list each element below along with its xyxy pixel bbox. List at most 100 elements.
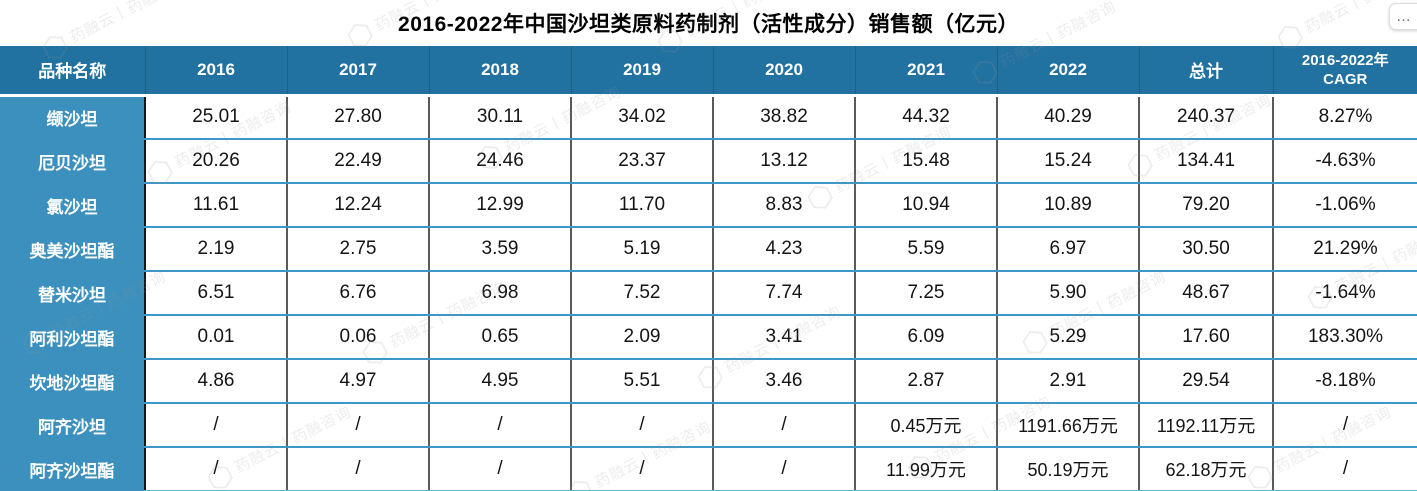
cell: 40.29 (996, 95, 1139, 140)
cell: 5.29 (996, 315, 1139, 360)
cell: 17.60 (1138, 315, 1273, 360)
cell: / (428, 447, 571, 491)
cell: 34.02 (570, 95, 713, 140)
table-row-telmisartan: 替米沙坦 6.51 6.76 6.98 7.52 7.74 7.25 5.90 … (0, 271, 1417, 316)
cell: / (286, 403, 429, 448)
cell: 48.67 (1138, 271, 1273, 316)
cell: 11.99万元 (854, 447, 997, 491)
cell: 23.37 (570, 139, 713, 184)
cell: 1191.66万元 (996, 403, 1139, 448)
row-label: 厄贝沙坦 (0, 139, 145, 183)
header-total: 总计 (1139, 46, 1274, 97)
cell: / (144, 403, 287, 448)
header-cagr: 2016-2022年 CAGR (1273, 46, 1417, 97)
cell: 134.41 (1138, 139, 1273, 184)
row-label: 坎地沙坦酯 (0, 359, 145, 403)
cell: 8.83 (712, 183, 855, 228)
cell: / (428, 403, 571, 448)
cell: 5.19 (570, 227, 713, 272)
cell: 30.11 (428, 95, 571, 140)
cell: 21.29% (1272, 227, 1417, 272)
table-row-valsartan: 缬沙坦 25.01 27.80 30.11 34.02 38.82 44.32 … (0, 95, 1417, 140)
cell: 7.74 (712, 271, 855, 316)
sales-table: 品种名称 2016 2017 2018 2019 2020 2021 2022 … (0, 46, 1417, 491)
cell: / (712, 403, 855, 448)
header-2020: 2020 (713, 46, 856, 97)
cell: 20.26 (144, 139, 287, 184)
cell: 15.24 (996, 139, 1139, 184)
cell: 183.30% (1272, 315, 1417, 360)
cell: 240.37 (1138, 95, 1273, 140)
cell: / (286, 447, 429, 491)
cell: 12.99 (428, 183, 571, 228)
cell: / (144, 447, 287, 491)
table-row-irbesartan: 厄贝沙坦 20.26 22.49 24.46 23.37 13.12 15.48… (0, 139, 1417, 184)
cell: / (1272, 403, 1417, 448)
cell: -1.64% (1272, 271, 1417, 316)
cell: 2.87 (854, 359, 997, 404)
cell: 30.50 (1138, 227, 1273, 272)
row-label: 缬沙坦 (0, 95, 145, 139)
chart-title: 2016-2022年中国沙坦类原料药制剂（活性成分）销售额（亿元） (398, 13, 1019, 36)
row-label: 奥美沙坦酯 (0, 227, 145, 271)
header-2018: 2018 (429, 46, 572, 97)
cell: 5.90 (996, 271, 1139, 316)
cell: 7.52 (570, 271, 713, 316)
row-label: 阿齐沙坦 (0, 403, 145, 447)
cell: 0.45万元 (854, 403, 997, 448)
cell: 12.24 (286, 183, 429, 228)
cell: 8.27% (1272, 95, 1417, 140)
header-2019: 2019 (571, 46, 714, 97)
cell: 62.18万元 (1138, 447, 1273, 491)
more-options-button[interactable]: … (1389, 3, 1417, 30)
cell: 13.12 (712, 139, 855, 184)
table-row-allisartan: 阿利沙坦酯 0.01 0.06 0.65 2.09 3.41 6.09 5.29… (0, 315, 1417, 360)
table-row-azilsartan: 阿齐沙坦 / / / / / 0.45万元 1191.66万元 1192.11万… (0, 403, 1417, 448)
cell: / (570, 403, 713, 448)
cell: / (570, 447, 713, 491)
cell: 2.09 (570, 315, 713, 360)
row-label: 氯沙坦 (0, 183, 145, 227)
row-label: 阿利沙坦酯 (0, 315, 145, 359)
cell: 6.97 (996, 227, 1139, 272)
cell: 11.70 (570, 183, 713, 228)
header-2021: 2021 (855, 46, 998, 97)
cell: 6.76 (286, 271, 429, 316)
cell: -8.18% (1272, 359, 1417, 404)
header-2017: 2017 (287, 46, 430, 97)
table-body: 缬沙坦 25.01 27.80 30.11 34.02 38.82 44.32 … (0, 95, 1417, 491)
cell: 2.75 (286, 227, 429, 272)
cell: 11.61 (144, 183, 287, 228)
ellipsis-icon: … (1396, 7, 1411, 25)
cell: 79.20 (1138, 183, 1273, 228)
cell: 22.49 (286, 139, 429, 184)
cell: 10.94 (854, 183, 997, 228)
cell: -4.63% (1272, 139, 1417, 184)
cell: 5.59 (854, 227, 997, 272)
cell: 2.91 (996, 359, 1139, 404)
cell: 4.97 (286, 359, 429, 404)
table-row-candesartan: 坎地沙坦酯 4.86 4.97 4.95 5.51 3.46 2.87 2.91… (0, 359, 1417, 404)
cell: 3.59 (428, 227, 571, 272)
cell: 44.32 (854, 95, 997, 140)
header-cagr-line2: CAGR (1323, 70, 1368, 88)
cell: / (1272, 447, 1417, 491)
header-cagr-line1: 2016-2022年 (1301, 51, 1389, 69)
cell: 4.23 (712, 227, 855, 272)
cell: 3.46 (712, 359, 855, 404)
cell: 27.80 (286, 95, 429, 140)
cell: 6.51 (144, 271, 287, 316)
cell: 3.41 (712, 315, 855, 360)
row-label: 阿齐沙坦酯 (0, 447, 145, 491)
cell: 25.01 (144, 95, 287, 140)
cell: 2.19 (144, 227, 287, 272)
cell: 6.09 (854, 315, 997, 360)
header-2022: 2022 (997, 46, 1140, 97)
cell: 38.82 (712, 95, 855, 140)
cell: 0.06 (286, 315, 429, 360)
cell: 4.86 (144, 359, 287, 404)
cell: 6.98 (428, 271, 571, 316)
cell: -1.06% (1272, 183, 1417, 228)
cell: 0.65 (428, 315, 571, 360)
